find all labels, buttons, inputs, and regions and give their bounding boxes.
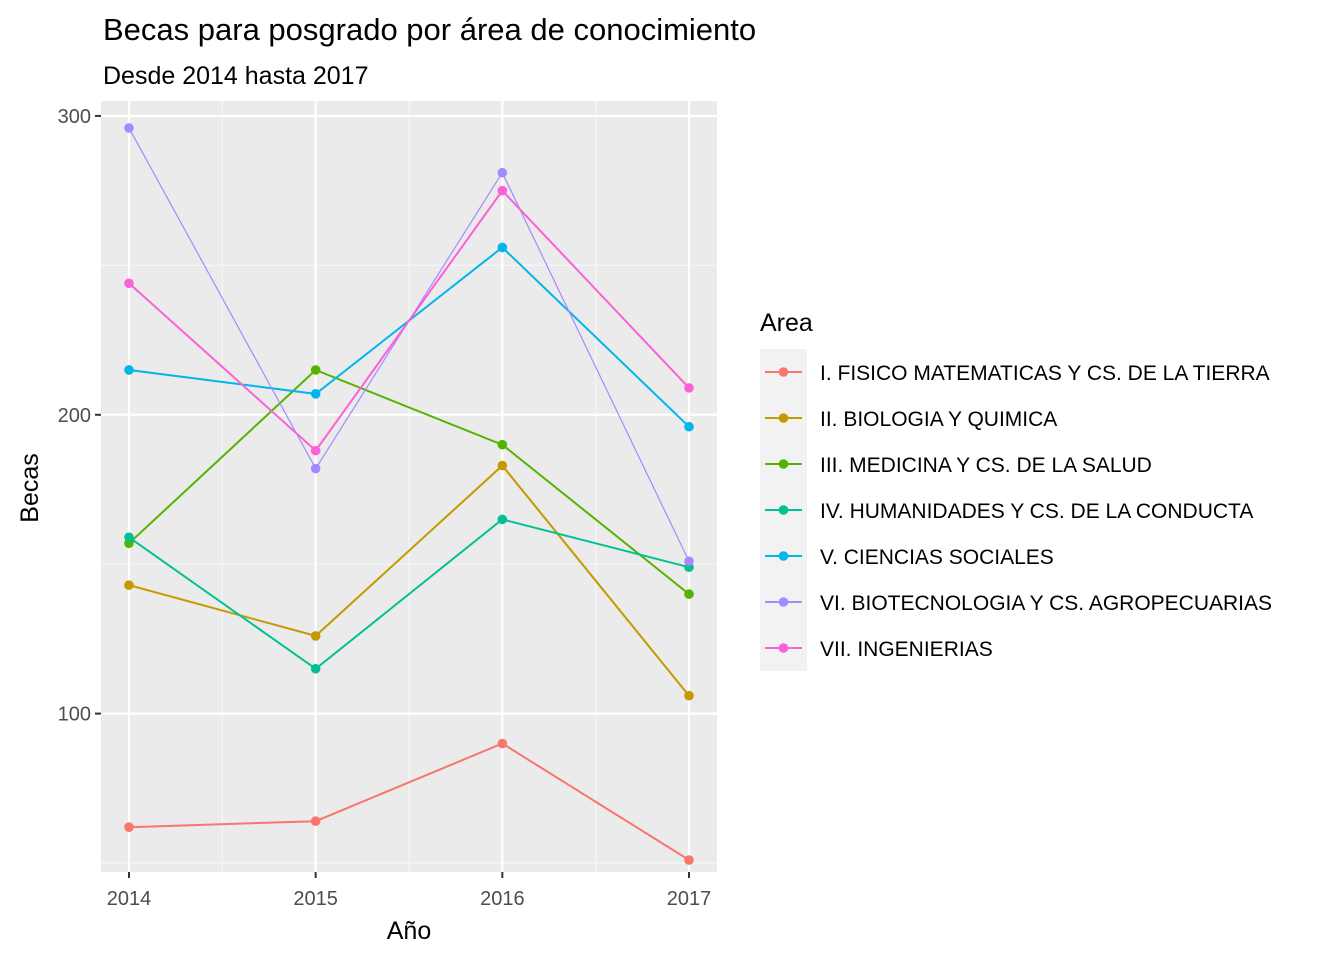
series-line (128, 518, 690, 671)
data-point (124, 532, 134, 543)
series-line (128, 742, 690, 861)
data-point (684, 690, 694, 701)
chart-title: Becas para posgrado por área de conocimi… (103, 12, 756, 47)
legend-label: I. FISICO MATEMATICAS Y CS. DE LA TIERRA (820, 362, 1270, 385)
data-point (684, 589, 694, 599)
x-tick-label: 2017 (667, 888, 712, 910)
data-point (497, 167, 508, 178)
legend: Area I. FISICO MATEMATICAS Y CS. DE LA T… (760, 309, 1272, 671)
y-tick-label: 300 (58, 106, 91, 128)
legend-label: VI. BIOTECNOLOGIA Y CS. AGROPECUARIAS (820, 592, 1272, 615)
data-point (310, 463, 321, 474)
data-point (684, 383, 694, 393)
data-point (684, 556, 694, 567)
legend-label: IV. HUMANIDADES Y CS. DE LA CONDUCTA (820, 500, 1253, 523)
data-point (497, 439, 508, 450)
data-point (497, 242, 508, 253)
legend-key-point (778, 551, 789, 561)
legend-key-point (778, 597, 789, 607)
x-tick-label: 2015 (293, 888, 338, 910)
data-point (124, 123, 134, 133)
data-point (310, 663, 321, 674)
x-tick-label: 2014 (107, 888, 152, 910)
data-point (124, 365, 134, 375)
series-line (128, 368, 690, 595)
data-point (497, 738, 508, 749)
data-point (497, 185, 508, 196)
data-point (497, 514, 508, 525)
legend-label: VII. INGENIERIAS (820, 638, 993, 661)
chart-subtitle: Desde 2014 hasta 2017 (103, 62, 369, 90)
legend-label: V. CIENCIAS SOCIALES (820, 546, 1054, 569)
legend-label: III. MEDICINA Y CS. DE LA SALUD (820, 454, 1152, 477)
data-point (310, 816, 321, 826)
data-point (310, 445, 321, 456)
legend-key-point (778, 459, 789, 469)
series-line (128, 464, 690, 697)
data-point (497, 460, 508, 471)
data-point (124, 278, 134, 289)
y-tick-label: 200 (58, 405, 91, 427)
series-line (128, 189, 690, 453)
y-axis-title: Becas (16, 453, 44, 522)
legend-label: II. BIOLOGIA Y QUIMICA (820, 408, 1057, 431)
legend-key-point (778, 413, 789, 423)
data-point (310, 389, 321, 399)
legend-key-point (778, 505, 789, 515)
x-axis-title: Año (387, 917, 431, 945)
data-point (124, 822, 134, 832)
legend-title: Area (760, 309, 813, 337)
data-point (684, 421, 694, 432)
x-tick-label: 2016 (480, 888, 525, 910)
legend-key-point (778, 367, 789, 377)
data-point (310, 365, 321, 375)
data-point (310, 631, 321, 641)
y-tick-label: 100 (58, 704, 91, 726)
axes: 100 200 300 2014 2015 2016 2017 (58, 106, 712, 910)
legend-key-point (778, 643, 789, 653)
data-point (124, 580, 134, 590)
data-point (684, 855, 694, 865)
series-layer (124, 123, 694, 865)
